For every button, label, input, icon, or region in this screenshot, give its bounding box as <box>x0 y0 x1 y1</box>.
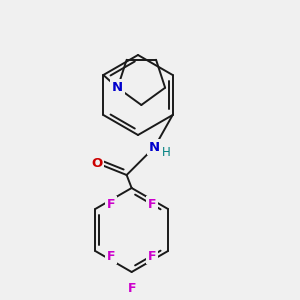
Text: N: N <box>149 140 160 154</box>
Text: O: O <box>91 157 102 169</box>
Text: F: F <box>148 250 156 262</box>
Text: H: H <box>162 146 171 158</box>
Text: F: F <box>107 197 116 211</box>
Text: F: F <box>148 197 156 211</box>
Text: F: F <box>128 281 136 295</box>
Text: N: N <box>112 81 123 94</box>
Text: F: F <box>107 250 116 262</box>
